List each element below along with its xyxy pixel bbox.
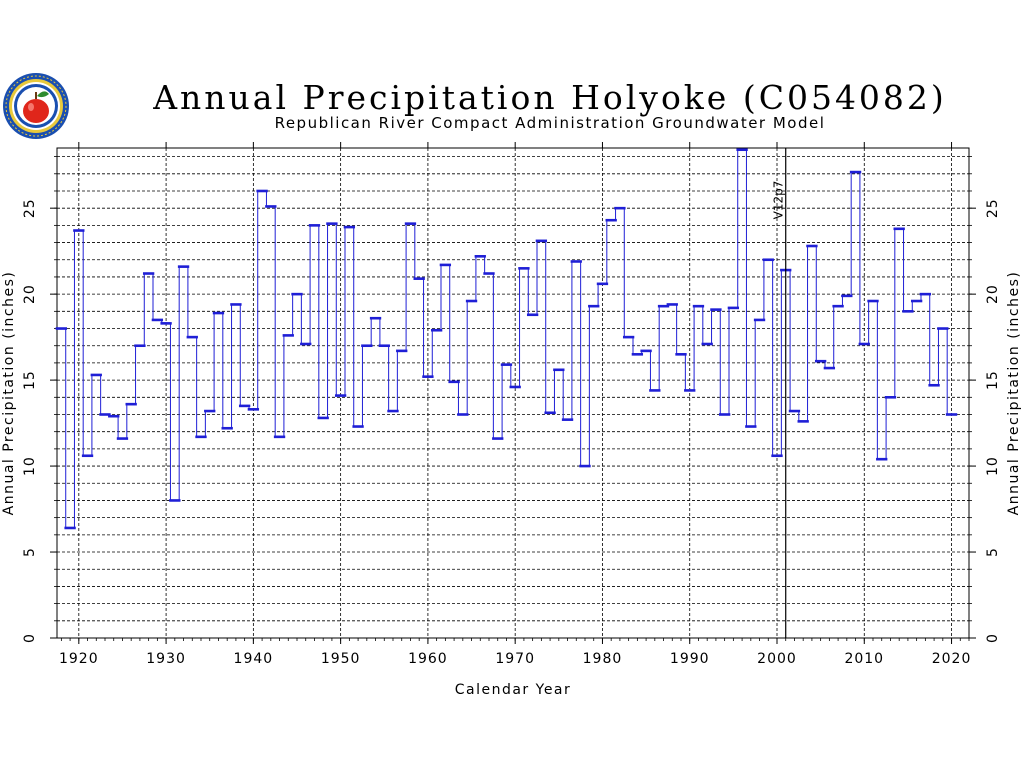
x-tick-label: 1950 — [321, 651, 361, 667]
x-tick-label: 1970 — [495, 651, 535, 667]
x-axis-title: Calendar Year — [455, 682, 572, 698]
model-version-label: V12p7 — [772, 181, 786, 220]
y-tick-label: 15 — [22, 370, 38, 390]
x-tick-label: 1980 — [583, 651, 623, 667]
series-layer — [55, 148, 958, 530]
x-tick-label: 1920 — [59, 651, 99, 667]
y2-tick-label: 15 — [985, 370, 1001, 390]
plot-frame — [56, 147, 970, 639]
x-tick-label: 2010 — [844, 651, 884, 667]
x-tick-label: 1930 — [146, 651, 186, 667]
y2-tick-label: 0 — [985, 633, 1001, 643]
y-axis-title: Annual Precipitation (inches) — [1, 271, 17, 516]
x-tick-label: 1960 — [408, 651, 448, 667]
y2-axis-title: Annual Precipitation (inches) — [1006, 271, 1022, 516]
y-tick-label: 0 — [22, 633, 38, 643]
axes: 1920 1930 1940 1950 1960 1970 1980 1990 2000 2010… — [1, 142, 1022, 698]
apple-seal-icon — [3, 73, 69, 139]
y2-tick-label: 25 — [985, 198, 1001, 218]
x-tick-label: 2000 — [757, 651, 797, 667]
y-tick-label: 20 — [22, 284, 38, 304]
grid-lines — [57, 148, 969, 638]
y-tick-label: 5 — [22, 547, 38, 557]
y2-tick-label: 20 — [985, 284, 1001, 304]
x-tick-label: 1940 — [234, 651, 274, 667]
y2-tick-label: 10 — [985, 456, 1001, 476]
y-tick-label: 25 — [22, 198, 38, 218]
y2-tick-label: 5 — [985, 547, 1001, 557]
x-tick-label: 1990 — [670, 651, 710, 667]
x-tick-label: 2020 — [932, 651, 972, 667]
chart-title: Annual Precipitation Holyoke (C054082) — [153, 78, 947, 117]
chart-subtitle: Republican River Compact Administration … — [274, 114, 826, 132]
y-tick-label: 10 — [22, 456, 38, 476]
marker-layer: V12p7 — [772, 148, 787, 638]
